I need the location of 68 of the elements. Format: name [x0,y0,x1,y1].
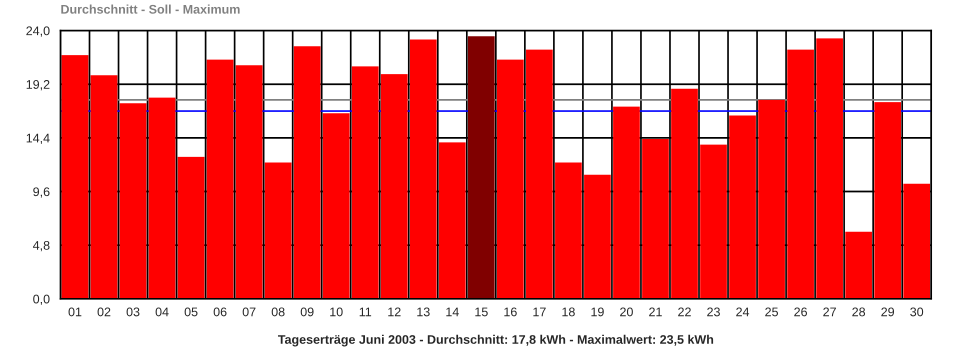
bar [642,138,669,299]
y-tick-label: 4,8 [32,240,50,252]
bar [845,232,872,299]
bar [438,142,466,299]
x-tick-label: 22 [678,307,691,316]
x-tick-label: 28 [852,307,866,316]
x-tick-label: 18 [562,307,575,316]
bar [236,65,262,299]
x-tick-label: 27 [823,307,836,316]
bar [526,50,553,299]
x-tick-label: 12 [388,307,401,316]
bar [206,60,234,299]
y-tick-label: 19,2 [26,80,50,90]
bar [62,55,88,299]
bar [903,184,930,299]
x-tick-label: 29 [881,307,894,316]
x-tick-label: 09 [300,307,314,316]
bar [758,100,785,299]
bar [584,174,611,299]
x-tick-label: 20 [620,307,633,316]
bar [555,162,582,299]
x-tick-label: 23 [707,307,720,316]
bar [700,144,727,299]
x-tick-label: 17 [533,308,546,316]
x-tick-label: 26 [794,307,807,316]
y-tick-label: 9,6 [33,187,50,198]
bar [380,74,408,299]
bar [410,40,437,299]
x-tick-label: 13 [417,307,430,316]
x-tick-label: 21 [649,307,662,316]
x-tick-label: 01 [68,307,82,316]
x-tick-label: 15 [475,308,488,316]
bar [352,66,379,299]
chart-title: Durchschnitt - Soll - Maximum [61,4,240,14]
x-tick-label: 30 [910,307,924,316]
bar [874,102,902,299]
x-tick-label: 04 [156,307,169,316]
y-tick-label: 14,4 [26,134,50,144]
bar [294,46,321,299]
x-tick-label: 25 [765,307,778,316]
bar [497,60,524,299]
x-tick-label: 24 [736,307,750,316]
bar [729,116,756,299]
x-tick-label: 19 [591,307,604,316]
bar [90,75,118,299]
x-tick-label: 14 [446,308,459,316]
bar [120,103,146,299]
bar [671,88,698,299]
y-tick-label: 0,0 [33,294,50,305]
x-tick-label: 08 [272,307,285,316]
x-tick-label: 11 [360,308,372,316]
bar [468,36,495,299]
bar [264,162,292,299]
bar [322,113,350,299]
x-axis-title: Tageserträge Juni 2003 - Durchschnitt: 17,8 kWh - Maximalwert: 23,5 kWh [278,334,714,346]
x-tick-label: 16 [504,307,517,316]
y-tick-label: 24,0 [26,26,50,37]
x-tick-label: 10 [330,307,343,316]
bar [816,38,843,299]
x-tick-label: 02 [98,307,110,316]
x-tick-label: 05 [184,307,198,316]
x-tick-label: 06 [214,307,227,316]
bar [613,106,640,299]
x-tick-label: 07 [242,307,256,316]
bar [178,156,204,299]
bar [148,98,176,299]
x-tick-label: 03 [126,307,140,316]
bar [787,50,814,299]
